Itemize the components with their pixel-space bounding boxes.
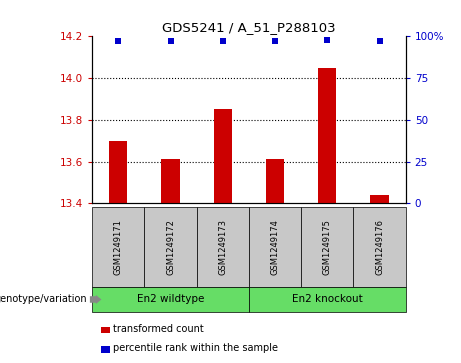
Bar bbox=[318, 68, 337, 203]
Text: percentile rank within the sample: percentile rank within the sample bbox=[113, 343, 278, 354]
Point bbox=[115, 38, 122, 44]
Text: GSM1249175: GSM1249175 bbox=[323, 219, 332, 275]
Text: GSM1249173: GSM1249173 bbox=[219, 219, 227, 275]
Text: GSM1249172: GSM1249172 bbox=[166, 219, 175, 275]
Point bbox=[167, 38, 174, 44]
Point bbox=[219, 38, 226, 44]
Bar bbox=[266, 159, 284, 203]
Bar bbox=[109, 141, 127, 203]
Point bbox=[376, 38, 383, 44]
Bar bbox=[161, 159, 180, 203]
Title: GDS5241 / A_51_P288103: GDS5241 / A_51_P288103 bbox=[162, 21, 336, 34]
Bar bbox=[371, 195, 389, 203]
Text: En2 knockout: En2 knockout bbox=[292, 294, 363, 305]
Text: transformed count: transformed count bbox=[113, 324, 204, 334]
Text: GSM1249176: GSM1249176 bbox=[375, 219, 384, 275]
Text: En2 wildtype: En2 wildtype bbox=[137, 294, 204, 305]
Text: GSM1249171: GSM1249171 bbox=[114, 219, 123, 275]
Point bbox=[272, 38, 279, 44]
Bar bbox=[213, 109, 232, 203]
Text: GSM1249174: GSM1249174 bbox=[271, 219, 279, 275]
Text: genotype/variation: genotype/variation bbox=[0, 294, 88, 305]
Point bbox=[324, 37, 331, 42]
